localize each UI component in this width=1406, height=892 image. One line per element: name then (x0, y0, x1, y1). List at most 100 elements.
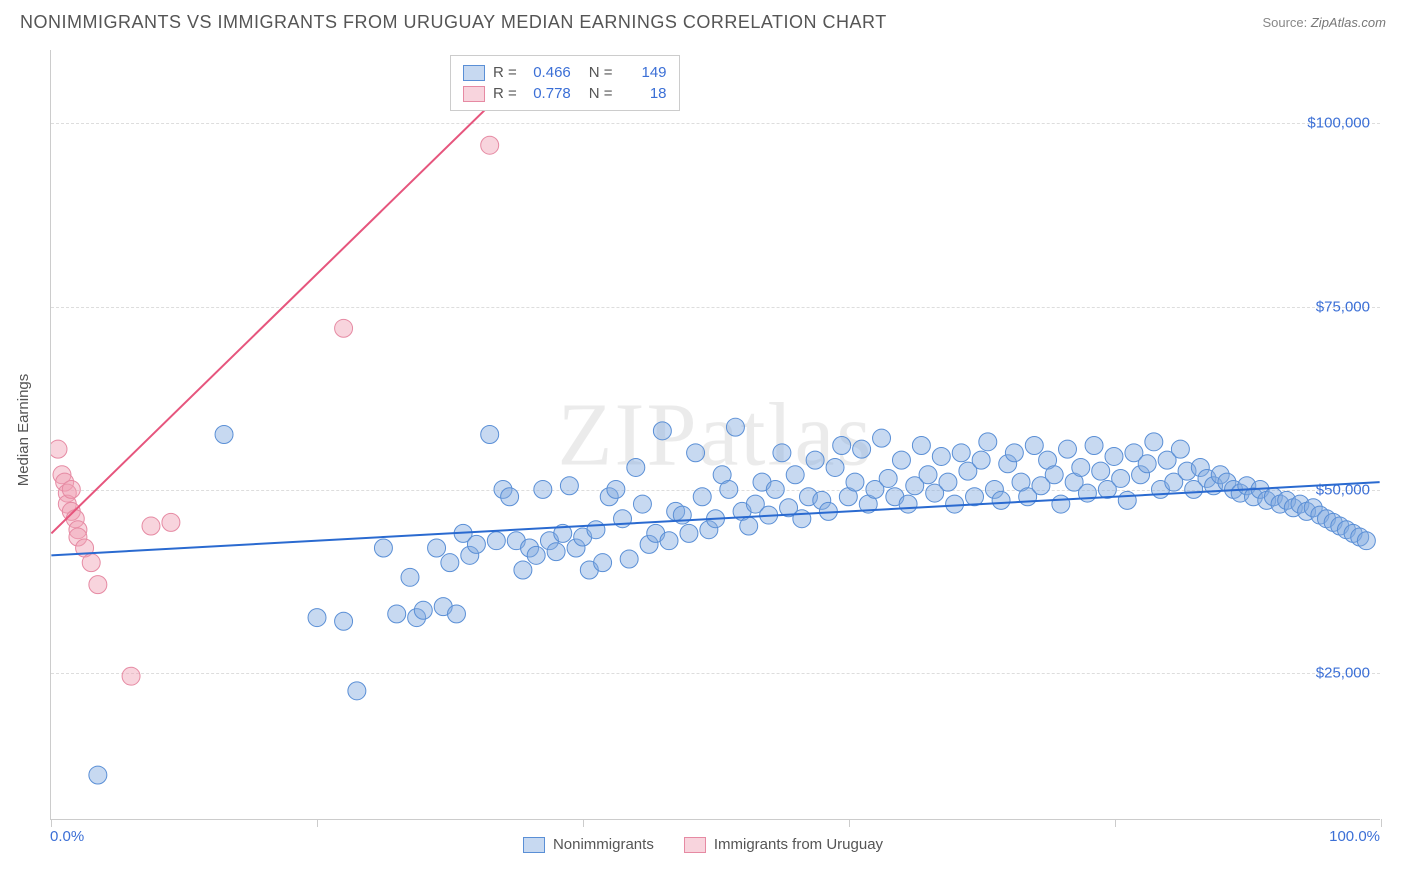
data-point (687, 444, 705, 462)
data-point (620, 550, 638, 568)
r-value-0: 0.466 (529, 64, 571, 81)
data-point (388, 605, 406, 623)
data-point (587, 521, 605, 539)
data-point (892, 451, 910, 469)
data-point (992, 491, 1010, 509)
data-point (1045, 466, 1063, 484)
legend-swatch-series-0 (463, 65, 485, 81)
data-point (846, 473, 864, 491)
data-point (560, 477, 578, 495)
data-point (414, 601, 432, 619)
data-point (826, 458, 844, 476)
data-point (534, 480, 552, 498)
data-point (660, 532, 678, 550)
data-point (447, 605, 465, 623)
legend-swatch-series-1 (463, 86, 485, 102)
x-tick (317, 819, 318, 827)
data-point (1138, 455, 1156, 473)
data-point (1085, 436, 1103, 454)
legend-swatch-0 (523, 837, 545, 853)
r-label: R = (493, 85, 517, 102)
data-point (939, 473, 957, 491)
data-point (547, 543, 565, 561)
data-point (720, 480, 738, 498)
data-point (899, 495, 917, 513)
legend-label-1: Immigrants from Uruguay (714, 836, 883, 853)
data-point (1171, 440, 1189, 458)
data-point (633, 495, 651, 513)
data-point (766, 480, 784, 498)
data-point (481, 136, 499, 154)
data-point (89, 766, 107, 784)
data-point (627, 458, 645, 476)
data-point (1105, 447, 1123, 465)
legend-swatch-1 (684, 837, 706, 853)
data-point (853, 440, 871, 458)
chart-title: NONIMMIGRANTS VS IMMIGRANTS FROM URUGUAY… (20, 12, 887, 33)
data-point (806, 451, 824, 469)
x-tick (1115, 819, 1116, 827)
data-point (374, 539, 392, 557)
data-point (1059, 440, 1077, 458)
legend-label-0: Nonimmigrants (553, 836, 654, 853)
data-point (501, 488, 519, 506)
source-prefix: Source: (1262, 15, 1310, 30)
data-point (335, 319, 353, 337)
data-point (873, 429, 891, 447)
n-label: N = (589, 64, 613, 81)
data-point (773, 444, 791, 462)
data-point (607, 480, 625, 498)
data-point (335, 612, 353, 630)
x-tick (849, 819, 850, 827)
data-point (1052, 495, 1070, 513)
data-point (481, 426, 499, 444)
y-axis-title: Median Earnings (15, 374, 32, 487)
data-point (653, 422, 671, 440)
data-point (1118, 491, 1136, 509)
n-value-1: 18 (625, 85, 667, 102)
data-point (946, 495, 964, 513)
data-point (793, 510, 811, 528)
data-point (1025, 436, 1043, 454)
series-legend: Nonimmigrants Immigrants from Uruguay (0, 836, 1406, 853)
n-value-0: 149 (625, 64, 667, 81)
data-point (142, 517, 160, 535)
data-point (122, 667, 140, 685)
legend-item-0: Nonimmigrants (523, 836, 654, 853)
data-point (1112, 469, 1130, 487)
scatter-plot-svg (51, 50, 1380, 819)
data-point (51, 440, 67, 458)
data-point (428, 539, 446, 557)
data-point (693, 488, 711, 506)
data-point (740, 517, 758, 535)
data-point (348, 682, 366, 700)
data-point (514, 561, 532, 579)
data-point (786, 466, 804, 484)
legend-item-1: Immigrants from Uruguay (684, 836, 883, 853)
x-tick (1381, 819, 1382, 827)
data-point (1357, 532, 1375, 550)
data-point (89, 576, 107, 594)
n-label: N = (589, 85, 613, 102)
data-point (467, 535, 485, 553)
legend-row-series-0: R = 0.466 N = 149 (463, 62, 667, 83)
data-point (919, 466, 937, 484)
data-point (487, 532, 505, 550)
data-point (932, 447, 950, 465)
regression-line (51, 79, 516, 533)
chart-header: NONIMMIGRANTS VS IMMIGRANTS FROM URUGUAY… (0, 0, 1406, 41)
data-point (1145, 433, 1163, 451)
data-point (1092, 462, 1110, 480)
data-point (879, 469, 897, 487)
data-point (594, 554, 612, 572)
data-point (726, 418, 744, 436)
data-point (162, 513, 180, 531)
data-point (82, 554, 100, 572)
regression-line (51, 482, 1379, 555)
data-point (912, 436, 930, 454)
data-point (972, 451, 990, 469)
data-point (966, 488, 984, 506)
correlation-legend: R = 0.466 N = 149 R = 0.778 N = 18 (450, 55, 680, 111)
r-label: R = (493, 64, 517, 81)
legend-row-series-1: R = 0.778 N = 18 (463, 83, 667, 104)
